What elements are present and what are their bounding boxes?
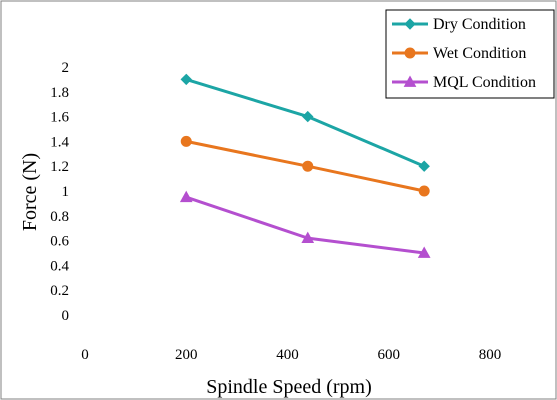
y-tick-label: 0: [62, 308, 70, 324]
legend-marker-mql: [403, 75, 417, 87]
x-tick-label: 200: [175, 347, 198, 363]
x-axis-title: Spindle Speed (rpm): [206, 376, 372, 398]
legend-label-wet: Wet Condition: [433, 45, 526, 62]
legend-marker-wet: [404, 47, 416, 59]
x-tick-label: 600: [378, 347, 401, 363]
y-tick-label: 1.8: [50, 85, 69, 101]
data-point-mql: [417, 246, 431, 258]
y-axis-title: Force (N): [19, 153, 41, 231]
y-tick-label: 0.6: [50, 234, 69, 250]
y-tick-label: 1.4: [50, 134, 69, 150]
legend: Dry Condition Wet Condition MQL Condition: [385, 9, 555, 99]
data-point-mql: [179, 190, 193, 203]
y-tick-label: 2: [62, 60, 70, 76]
data-point-wet: [180, 135, 192, 147]
data-point-wet: [302, 160, 314, 172]
data-point-dry: [302, 110, 314, 123]
legend-marker-dry: [404, 18, 416, 30]
y-tick-label: 1.6: [50, 110, 69, 126]
legend-label-dry: Dry Condition: [433, 16, 526, 33]
legend-label-mql: MQL Condition: [433, 74, 536, 91]
y-tick-label: 0.2: [50, 283, 69, 299]
x-tick-label: 400: [276, 347, 299, 363]
x-tick-label: 800: [479, 347, 502, 363]
data-point-mql: [301, 231, 315, 244]
data-point-dry: [180, 73, 192, 86]
x-tick-label: 0: [81, 347, 89, 363]
y-tick-label: 1.2: [50, 159, 69, 175]
data-point-dry: [418, 160, 430, 172]
y-tick-label: 0.8: [50, 209, 69, 225]
data-point-wet: [418, 185, 430, 197]
y-tick-label: 0.4: [50, 258, 69, 274]
y-tick-label: 1: [62, 184, 70, 200]
